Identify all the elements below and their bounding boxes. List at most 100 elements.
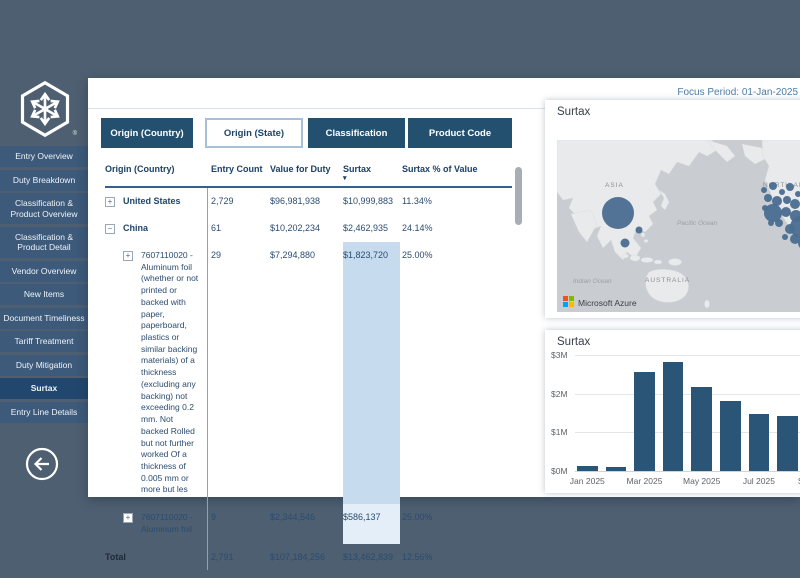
sidebar-item-new-items[interactable]: New Items — [0, 284, 88, 305]
table-row-7607110020-aluminum-foil-whe[interactable]: +7607110020 - Aluminum foil (whether or … — [105, 242, 512, 505]
bar-feb-2025[interactable] — [605, 467, 627, 471]
bar-mar-2025[interactable] — [634, 372, 655, 471]
column-header-surtax-of-value[interactable]: Surtax % of Value — [400, 164, 512, 182]
row-name-cell: − China — [105, 215, 207, 242]
x-axis-label-may-2025: May 2025 — [683, 476, 721, 486]
surtax-bubble-15[interactable] — [781, 207, 791, 217]
back-button[interactable] — [25, 447, 59, 481]
surtax-bubble-21[interactable] — [790, 216, 800, 238]
world-map[interactable]: ASIA NORTH AMERICA AUSTRALIA Pacific Oce… — [557, 140, 800, 312]
tab-origin-state[interactable]: Origin (State) — [205, 118, 303, 148]
x-axis-label-jul-2025: Jul 2025 — [742, 476, 775, 486]
table-row-total[interactable]: Total 2,791 $107,184,256 $13,462,839 12.56% — [105, 544, 512, 570]
bar-aug-2025[interactable] — [777, 416, 798, 471]
map-label-asia: ASIA — [605, 182, 624, 189]
report-canvas: Focus Period: 01-Jan-2025 Origin (Countr… — [88, 78, 800, 570]
surtax-bubble-23[interactable] — [782, 234, 788, 240]
gridline-2M — [575, 393, 800, 395]
surtax-bubble-7[interactable] — [795, 191, 800, 197]
bar-jul-2025[interactable] — [748, 413, 770, 471]
sidebar-item-vendor-overview[interactable]: Vendor Overview — [0, 260, 88, 282]
column-header-entry-count[interactable]: Entry Count — [207, 164, 270, 182]
table-row-7607110020-aluminum-foil[interactable]: +7607110020 - Aluminum foil 9 $2,344,546 $5… — [105, 504, 512, 544]
map-label-australia: AUSTRALIA — [645, 277, 690, 284]
row-surtax-pct-cell: 11.34% — [402, 196, 432, 206]
sidebar-item-entry-line-details[interactable]: Entry Line Details — [0, 401, 88, 423]
column-header-surtax[interactable]: Surtax ▾ — [343, 164, 400, 182]
origin-matrix-table: Origin (Country) Entry Count Value for Dut… — [105, 164, 512, 570]
bar-may-2025[interactable] — [691, 387, 712, 471]
bar-jun-2025[interactable] — [720, 401, 741, 471]
surtax-bubble-11[interactable] — [790, 199, 800, 209]
y-axis-label-2: $2M — [551, 388, 568, 399]
column-header-origin-country[interactable]: Origin (Country) — [105, 164, 207, 182]
surtax-bubble-10[interactable] — [783, 196, 791, 204]
row-value-for-duty-cell: $7,294,880 — [270, 250, 316, 260]
map-label-indian-ocean: Indian Ocean — [573, 278, 612, 285]
column-header-value-for-duty[interactable]: Value for Duty — [270, 164, 343, 182]
chart-card-title: Surtax — [557, 336, 591, 348]
bar-jan-2025[interactable] — [577, 465, 598, 471]
x-axis-label-sep-2025: Sep 2025 — [798, 476, 800, 486]
company-logo: ® — [15, 79, 77, 139]
table-header-row: Origin (Country) Entry Count Value for Dut… — [105, 164, 512, 188]
sidebar: ® Entry Overview Duty Breakdown Classifica… — [0, 0, 88, 578]
expand-toggle[interactable]: + — [123, 251, 133, 261]
table-body: + United States 2,729 $96,981,938 $10,999,88… — [105, 188, 512, 570]
surtax-bubble-18[interactable] — [775, 219, 783, 227]
table-row-united-states[interactable]: + United States 2,729 $96,981,938 $10,999,88… — [105, 188, 512, 215]
sidebar-item-duty-breakdown[interactable]: Duty Breakdown — [0, 169, 88, 191]
sidebar-item-duty-mitigation[interactable]: Duty Mitigation — [0, 354, 88, 376]
row-surtax-cell: $10,999,883 — [343, 196, 394, 206]
surtax-bubble-22[interactable] — [790, 234, 800, 244]
row-surtax-cell: $13,462,839 — [343, 551, 394, 562]
row-surtax-pct-cell: 25.00% — [402, 250, 433, 260]
tab-product-code[interactable]: Product Code — [408, 118, 512, 148]
surtax-bar-chart: $0M $1M $2M $3M Jan 2025 Mar 2025 May 2025 Jul … — [545, 330, 800, 493]
column-header-label: Surtax % of Value — [402, 164, 478, 174]
row-name-cell: + United States — [105, 188, 207, 215]
row-entry-count-cell: 9 — [211, 512, 217, 523]
back-arrow-icon — [25, 447, 59, 481]
sidebar-item-surtax[interactable]: Surtax — [0, 378, 88, 399]
row-surtax-pct-cell: 25.00% — [402, 512, 433, 523]
surtax-bubble-6[interactable] — [786, 183, 794, 191]
surtax-bubble-9[interactable] — [772, 196, 782, 206]
surtax-bubble-8[interactable] — [764, 194, 772, 202]
map-card: Surtax — [545, 100, 800, 318]
row-surtax-cell: $1,823,720 — [343, 242, 400, 505]
sidebar-item-tariff-treatment[interactable]: Tariff Treatment — [0, 331, 88, 352]
sidebar-item-entry-overview[interactable]: Entry Overview — [0, 146, 88, 167]
table-row-china[interactable]: − China 61 $10,202,234 $2,462,935 24.14% — [105, 215, 512, 242]
bar-apr-2025[interactable] — [662, 361, 684, 471]
expand-toggle[interactable]: + — [105, 197, 115, 207]
sidebar-item-classification-product-overv[interactable]: Classification & Product Overview — [0, 193, 88, 225]
surtax-bubble-4[interactable] — [769, 182, 777, 190]
tab-origin-country[interactable]: Origin (Country) — [101, 118, 193, 148]
surtax-bubble-2[interactable] — [620, 238, 630, 248]
expand-toggle[interactable]: + — [123, 513, 133, 524]
x-axis-label-mar-2025: Mar 2025 — [626, 476, 663, 486]
x-axis-label-jan-2025: Jan 2025 — [569, 476, 605, 486]
header-divider — [88, 108, 800, 109]
surtax-bubble-3[interactable] — [761, 187, 767, 193]
table-scrollbar[interactable] — [515, 167, 522, 225]
surtax-bubble-14[interactable] — [764, 204, 782, 222]
row-name-cell: Total — [105, 544, 207, 570]
column-header-label: Entry Count — [211, 164, 263, 174]
surtax-bubble-1[interactable] — [635, 226, 643, 234]
row-name: China — [123, 223, 149, 233]
azure-attribution-text: Microsoft Azure — [578, 298, 637, 308]
tab-classification[interactable]: Classification — [308, 118, 405, 148]
gridline-1M — [575, 432, 800, 434]
bar-chart-card: Surtax $0M $1M $2M $3M Jan 2025 Mar 2025 May 2… — [545, 330, 800, 493]
collapse-toggle[interactable]: − — [105, 224, 115, 234]
sidebar-item-document-timeliness[interactable]: Document Timeliness — [0, 307, 88, 329]
surtax-bubble-5[interactable] — [779, 189, 785, 195]
sidebar-item-classification-product-detai[interactable]: Classification & Product Detail — [0, 226, 88, 258]
row-name-cell: +7607110020 - Aluminum foil — [105, 504, 207, 543]
surtax-bubble-0[interactable] — [602, 197, 634, 229]
surtax-bubble-19[interactable] — [768, 220, 774, 226]
row-surtax-cell: $2,462,935 — [343, 223, 389, 233]
